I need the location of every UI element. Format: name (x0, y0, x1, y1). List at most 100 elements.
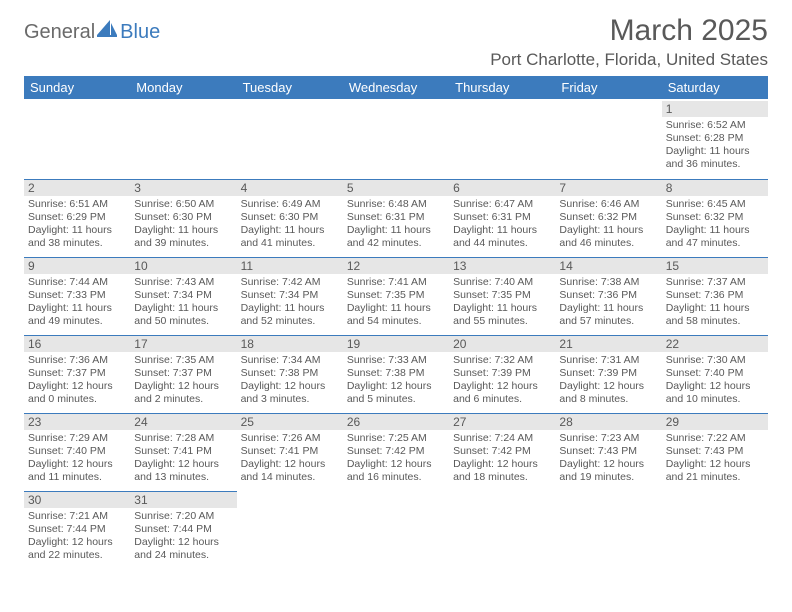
day-cell: 29Sunrise: 7:22 AMSunset: 7:43 PMDayligh… (662, 411, 768, 489)
day-info: Sunrise: 6:47 AMSunset: 6:31 PMDaylight:… (453, 198, 551, 251)
day-number: 21 (555, 335, 661, 352)
weekday-header: Wednesday (343, 76, 449, 99)
day-number: 20 (449, 335, 555, 352)
day-info: Sunrise: 6:49 AMSunset: 6:30 PMDaylight:… (241, 198, 339, 251)
day-info: Sunrise: 6:52 AMSunset: 6:28 PMDaylight:… (666, 119, 764, 172)
day-cell: 23 Sunrise: 7:29 AMSunset: 7:40 PMDayligh… (24, 411, 130, 489)
day-info: Sunrise: 7:28 AMSunset: 7:41 PMDaylight:… (134, 432, 232, 485)
calendar-cell (449, 489, 555, 567)
calendar-cell: 21 Sunrise: 7:31 AMSunset: 7:39 PMDayligh… (555, 333, 661, 411)
day-info: Sunrise: 7:36 AMSunset: 7:37 PMDaylight:… (28, 354, 126, 407)
day-number: 12 (343, 257, 449, 274)
day-number: 23 (24, 413, 130, 430)
calendar-cell: 2Sunrise: 6:51 AMSunset: 6:29 PMDaylight… (24, 177, 130, 255)
calendar-row: 9Sunrise: 7:44 AMSunset: 7:33 PMDaylight… (24, 255, 768, 333)
day-number: 24 (130, 413, 236, 430)
calendar-cell: 25Sunrise: 7:26 AMSunset: 7:41 PMDayligh… (237, 411, 343, 489)
day-info: Sunrise: 6:45 AMSunset: 6:32 PMDaylight:… (666, 198, 764, 251)
calendar-cell: 14Sunrise: 7:38 AMSunset: 7:36 PMDayligh… (555, 255, 661, 333)
day-cell: 22Sunrise: 7:30 AMSunset: 7:40 PMDayligh… (662, 333, 768, 411)
calendar-cell: 11Sunrise: 7:42 AMSunset: 7:34 PMDayligh… (237, 255, 343, 333)
calendar-row: 2Sunrise: 6:51 AMSunset: 6:29 PMDaylight… (24, 177, 768, 255)
calendar-cell: 9Sunrise: 7:44 AMSunset: 7:33 PMDaylight… (24, 255, 130, 333)
calendar-cell: 19Sunrise: 7:33 AMSunset: 7:38 PMDayligh… (343, 333, 449, 411)
calendar-cell: 12 Sunrise: 7:41 AMSunset: 7:35 PMDayligh… (343, 255, 449, 333)
day-info: Sunrise: 6:48 AMSunset: 6:31 PMDaylight:… (347, 198, 445, 251)
day-cell: 12 Sunrise: 7:41 AMSunset: 7:35 PMDayligh… (343, 255, 449, 333)
day-info: Sunrise: 7:42 AMSunset: 7:34 PMDaylight:… (241, 276, 339, 329)
weekday-header: Thursday (449, 76, 555, 99)
calendar-cell: 24 Sunrise: 7:28 AMSunset: 7:41 PMDayligh… (130, 411, 236, 489)
day-cell: 7 Sunrise: 6:46 AMSunset: 6:32 PMDaylight… (555, 177, 661, 255)
day-cell: 20 Sunrise: 7:32 AMSunset: 7:39 PMDayligh… (449, 333, 555, 411)
calendar-cell: 6Sunrise: 6:47 AMSunset: 6:31 PMDaylight… (449, 177, 555, 255)
calendar-cell (237, 99, 343, 177)
calendar-row: 23 Sunrise: 7:29 AMSunset: 7:40 PMDayligh… (24, 411, 768, 489)
day-number: 15 (662, 257, 768, 274)
weekday-row: SundayMondayTuesdayWednesdayThursdayFrid… (24, 76, 768, 99)
calendar-row: 1 Sunrise: 6:52 AMSunset: 6:28 PMDaylight… (24, 99, 768, 177)
calendar-cell: 4 Sunrise: 6:49 AMSunset: 6:30 PMDaylight… (237, 177, 343, 255)
day-info: Sunrise: 7:23 AMSunset: 7:43 PMDaylight:… (559, 432, 657, 485)
day-info: Sunrise: 7:35 AMSunset: 7:37 PMDaylight:… (134, 354, 232, 407)
calendar-cell (130, 99, 236, 177)
day-cell: 14Sunrise: 7:38 AMSunset: 7:36 PMDayligh… (555, 255, 661, 333)
weekday-header: Friday (555, 76, 661, 99)
day-cell: 2Sunrise: 6:51 AMSunset: 6:29 PMDaylight… (24, 177, 130, 255)
calendar-cell: 23 Sunrise: 7:29 AMSunset: 7:40 PMDayligh… (24, 411, 130, 489)
day-cell: 13Sunrise: 7:40 AMSunset: 7:35 PMDayligh… (449, 255, 555, 333)
calendar-cell: 28Sunrise: 7:23 AMSunset: 7:43 PMDayligh… (555, 411, 661, 489)
day-number: 16 (24, 335, 130, 352)
day-number: 1 (662, 101, 768, 117)
calendar-cell (555, 489, 661, 567)
day-info: Sunrise: 6:46 AMSunset: 6:32 PMDaylight:… (559, 198, 657, 251)
day-cell: 6Sunrise: 6:47 AMSunset: 6:31 PMDaylight… (449, 177, 555, 255)
calendar-cell: 15 Sunrise: 7:37 AMSunset: 7:36 PMDayligh… (662, 255, 768, 333)
day-number: 5 (343, 179, 449, 196)
day-number: 26 (343, 413, 449, 430)
weekday-header: Sunday (24, 76, 130, 99)
day-cell: 31Sunrise: 7:20 AMSunset: 7:44 PMDayligh… (130, 489, 236, 567)
day-number: 29 (662, 413, 768, 430)
calendar-cell (343, 99, 449, 177)
day-number: 27 (449, 413, 555, 430)
day-number: 18 (237, 335, 343, 352)
calendar-cell: 5 Sunrise: 6:48 AMSunset: 6:31 PMDaylight… (343, 177, 449, 255)
day-cell: 8Sunrise: 6:45 AMSunset: 6:32 PMDaylight… (662, 177, 768, 255)
calendar-cell (555, 99, 661, 177)
day-number: 13 (449, 257, 555, 274)
calendar-body: 1 Sunrise: 6:52 AMSunset: 6:28 PMDaylight… (24, 99, 768, 567)
day-number: 7 (555, 179, 661, 196)
day-cell: 25Sunrise: 7:26 AMSunset: 7:41 PMDayligh… (237, 411, 343, 489)
day-info: Sunrise: 7:41 AMSunset: 7:35 PMDaylight:… (347, 276, 445, 329)
day-number: 19 (343, 335, 449, 352)
day-cell: 24 Sunrise: 7:28 AMSunset: 7:41 PMDayligh… (130, 411, 236, 489)
calendar-cell: 26 Sunrise: 7:25 AMSunset: 7:42 PMDayligh… (343, 411, 449, 489)
day-cell: 10Sunrise: 7:43 AMSunset: 7:34 PMDayligh… (130, 255, 236, 333)
day-number: 4 (237, 179, 343, 196)
calendar-cell: 8Sunrise: 6:45 AMSunset: 6:32 PMDaylight… (662, 177, 768, 255)
day-info: Sunrise: 7:31 AMSunset: 7:39 PMDaylight:… (559, 354, 657, 407)
day-info: Sunrise: 7:43 AMSunset: 7:34 PMDaylight:… (134, 276, 232, 329)
day-info: Sunrise: 7:29 AMSunset: 7:40 PMDaylight:… (28, 432, 126, 485)
calendar-cell: 17Sunrise: 7:35 AMSunset: 7:37 PMDayligh… (130, 333, 236, 411)
day-info: Sunrise: 6:50 AMSunset: 6:30 PMDaylight:… (134, 198, 232, 251)
weekday-header: Tuesday (237, 76, 343, 99)
sail-icon (97, 20, 119, 44)
day-info: Sunrise: 7:20 AMSunset: 7:44 PMDaylight:… (134, 510, 232, 563)
day-cell: 5 Sunrise: 6:48 AMSunset: 6:31 PMDaylight… (343, 177, 449, 255)
header: General Blue March 2025 Port Charlotte, … (24, 14, 768, 70)
day-info: Sunrise: 7:37 AMSunset: 7:36 PMDaylight:… (666, 276, 764, 329)
calendar-cell: 27Sunrise: 7:24 AMSunset: 7:42 PMDayligh… (449, 411, 555, 489)
day-info: Sunrise: 7:30 AMSunset: 7:40 PMDaylight:… (666, 354, 764, 407)
day-info: Sunrise: 7:25 AMSunset: 7:42 PMDaylight:… (347, 432, 445, 485)
day-cell: 28Sunrise: 7:23 AMSunset: 7:43 PMDayligh… (555, 411, 661, 489)
day-cell: 9Sunrise: 7:44 AMSunset: 7:33 PMDaylight… (24, 255, 130, 333)
day-number: 25 (237, 413, 343, 430)
logo: General Blue (24, 14, 160, 44)
day-info: Sunrise: 7:32 AMSunset: 7:39 PMDaylight:… (453, 354, 551, 407)
calendar-cell: 1 Sunrise: 6:52 AMSunset: 6:28 PMDaylight… (662, 99, 768, 177)
calendar-cell (237, 489, 343, 567)
day-cell: 11Sunrise: 7:42 AMSunset: 7:34 PMDayligh… (237, 255, 343, 333)
day-cell: 26 Sunrise: 7:25 AMSunset: 7:42 PMDayligh… (343, 411, 449, 489)
